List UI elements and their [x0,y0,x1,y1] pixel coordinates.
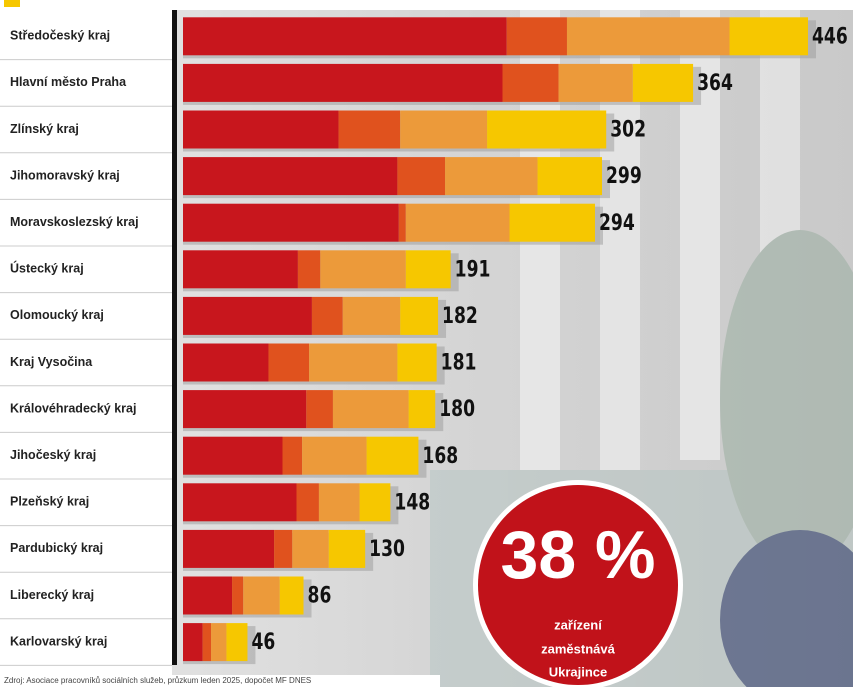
bar-segment [399,204,406,242]
category-label: Královéhradecký kraj [10,401,136,415]
bar-segment [306,390,333,428]
legend-swatch [4,0,20,7]
category-label: Jihočeský kraj [10,448,96,462]
bar-segment [319,483,360,521]
callout-text: Ukrajince [549,664,608,679]
category-label: Středočeský kraj [10,29,110,43]
bar-segment [183,577,232,615]
bar-segment [292,530,328,568]
callout-value: 38 % [501,517,656,593]
bar-segment [203,623,211,661]
total-label: 182 [442,303,478,329]
bar-segment [183,157,397,195]
bar-segment [538,157,602,195]
bar-segment [406,250,451,288]
category-label: Plzeňský kraj [10,495,89,509]
total-label: 46 [251,629,275,655]
bar-segment [397,157,445,195]
axis-line [172,10,177,665]
chart: Středočeský kraj 446 Hlavní město Praha 364… [0,0,853,687]
total-label: 168 [422,443,458,469]
total-label: 294 [599,210,635,236]
bar-segment [183,483,297,521]
total-label: 86 [308,583,332,609]
bar-segment [329,530,365,568]
category-label: Jihomoravský kraj [10,168,120,182]
callout: 38 % zařízení zaměstnává Ukrajince [473,480,683,687]
category-label: Zlínský kraj [10,122,79,136]
source: Zdroj: Asociace pracovníků sociálních sl… [4,676,311,685]
bar-segment [297,483,319,521]
total-label: 180 [439,396,475,422]
bar-segment [183,111,339,149]
bar-segment [343,297,400,335]
bar-segment [183,437,282,475]
bar-segment [183,204,399,242]
bar-segment [211,623,226,661]
bar-segment [183,344,268,382]
bar-segment [320,250,405,288]
total-label: 364 [697,70,733,96]
bar-segment [507,17,567,55]
total-label: 302 [610,117,646,143]
bar-segment [298,250,320,288]
total-label: 181 [441,350,477,376]
callout-text: zařízení [554,617,602,632]
bar-segment [312,297,343,335]
bar-segment [183,623,203,661]
total-label: 446 [812,23,848,49]
category-label: Moravskoslezský kraj [10,215,139,229]
bar-segment [409,390,436,428]
bar-segment [183,530,274,568]
bar-segment [503,64,559,102]
bar-segment [183,390,306,428]
bar-segment [309,344,397,382]
category-label: Karlovarský kraj [10,634,107,648]
category-label: Ústecký kraj [10,261,84,276]
total-label: 299 [606,163,642,189]
bar-segment [268,344,309,382]
bar-segment [406,204,510,242]
bar-segment [333,390,409,428]
category-label: Pardubický kraj [10,541,103,555]
category-label: Liberecký kraj [10,588,94,602]
bar-segment [445,157,537,195]
bar-segment [243,577,279,615]
bar-segment [226,623,247,661]
bar-segment [510,204,595,242]
bar-segment [183,17,507,55]
bar-segment [400,297,438,335]
category-label: Olomoucký kraj [10,308,104,322]
bar-segment [633,64,693,102]
bar-segment [367,437,419,475]
bar-segment [280,577,304,615]
bar-segment [400,111,487,149]
category-label: Hlavní město Praha [10,75,127,89]
bar-segment [360,483,391,521]
bar-segment [559,64,633,102]
bar-segment [302,437,366,475]
bar-segment [183,64,503,102]
bar-segment [232,577,243,615]
label-panel [0,10,172,675]
bar-segment [397,344,436,382]
bar-segment [282,437,302,475]
callout-text: zaměstnává [541,641,615,656]
bar-segment [730,17,808,55]
bar-segment [567,17,730,55]
total-label: 130 [369,536,405,562]
bar-segment [183,297,312,335]
bar-segment [274,530,292,568]
bar-segment [487,111,606,149]
total-label: 148 [394,489,430,515]
legend-strip [0,0,853,10]
category-label: Kraj Vysočina [10,355,93,369]
total-label: 191 [455,256,491,282]
bar-segment [339,111,401,149]
bar-segment [183,250,298,288]
